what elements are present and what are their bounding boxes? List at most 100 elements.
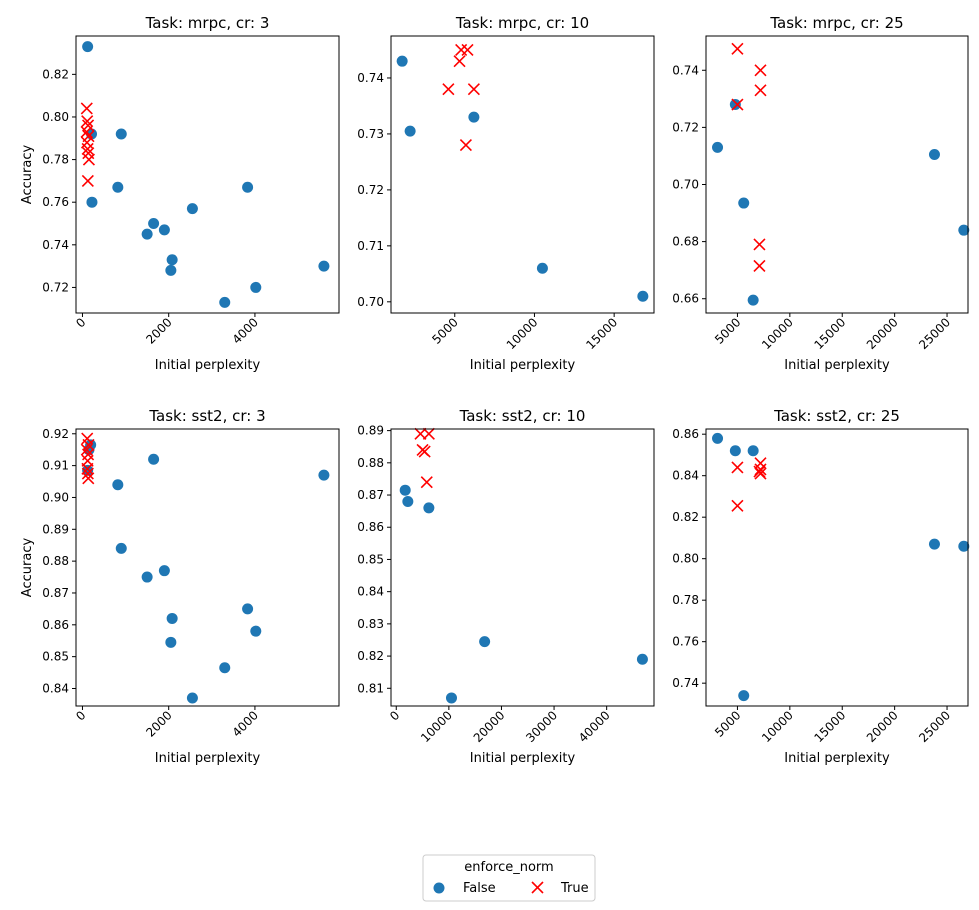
data-point-false	[445, 692, 457, 704]
x-tick-label: 15000	[811, 315, 848, 352]
data-point-false	[165, 264, 177, 276]
data-point-false	[115, 542, 127, 554]
data-point-true	[753, 259, 766, 272]
data-point-false	[148, 453, 160, 465]
subplot-title: Task: sst2, cr: 3	[148, 407, 265, 425]
x-tick-label: 5000	[429, 315, 460, 346]
y-tick-label: 0.86	[672, 427, 699, 441]
x-tick-label: 25000	[916, 315, 953, 352]
y-tick-label: 0.90	[42, 490, 69, 504]
data-point-false	[404, 125, 416, 137]
data-point-true	[754, 84, 767, 97]
y-tick-label: 0.74	[672, 63, 699, 77]
legend-title: enforce_norm	[464, 860, 553, 875]
data-point-false	[165, 636, 177, 648]
legend-true-label: True	[560, 881, 589, 896]
data-point-true	[82, 472, 95, 485]
y-tick-label: 0.91	[42, 459, 69, 473]
y-tick-label: 0.85	[42, 650, 69, 664]
legend-false-label: False	[463, 881, 496, 896]
subplot-5: Task: sst2, cr: 10 0.81 0.82 0.83 0.84 0.85 0.…	[357, 407, 655, 766]
data-point-false	[242, 603, 254, 615]
data-point-true	[453, 55, 466, 68]
y-tick-label: 0.76	[672, 635, 699, 649]
y-tick-label: 0.84	[42, 681, 69, 695]
data-point-false	[729, 445, 741, 457]
y-tick-label: 0.70	[672, 177, 699, 191]
x-tick-label: 0	[387, 708, 402, 723]
y-tick-label: 0.84	[672, 469, 699, 483]
y-tick-label: 0.88	[357, 456, 384, 470]
data-point-false	[148, 218, 160, 230]
x-tick-label: 30000	[523, 708, 560, 745]
data-point-false	[166, 612, 178, 624]
plot-frame	[75, 35, 340, 314]
subplot-title: Task: mrpc, cr: 25	[769, 14, 903, 32]
legend-false-marker	[433, 882, 445, 894]
x-tick-label: 25000	[916, 708, 953, 745]
y-tick-label: 0.92	[42, 427, 69, 441]
y-tick-label: 0.72	[357, 183, 384, 197]
data-point-false	[747, 445, 759, 457]
y-tick-label: 0.72	[42, 280, 69, 294]
y-tick-label: 0.84	[357, 585, 384, 599]
y-tick-label: 0.70	[357, 295, 384, 309]
data-point-true	[422, 427, 435, 440]
y-tick-label: 0.72	[672, 120, 699, 134]
y-tick-label: 0.78	[672, 593, 699, 607]
data-point-false	[958, 540, 970, 552]
x-axis-label: Initial perplexity	[470, 358, 576, 373]
y-tick-label: 0.82	[672, 510, 699, 524]
data-point-false	[536, 262, 548, 274]
data-point-false	[219, 296, 231, 308]
x-tick-label: 10000	[418, 708, 455, 745]
subplot-6: Task: sst2, cr: 25 0.74 0.76 0.78 0.80 0.82 0.…	[672, 407, 970, 766]
data-point-false	[166, 254, 178, 266]
y-tick-label: 0.82	[42, 67, 69, 81]
data-point-true	[418, 445, 431, 458]
x-axis-label: Initial perplexity	[470, 751, 576, 766]
data-point-false	[158, 224, 170, 236]
data-point-false	[396, 55, 408, 67]
data-point-false	[402, 495, 414, 507]
data-point-true	[80, 102, 93, 115]
legend-true-marker	[531, 881, 544, 894]
y-tick-label: 0.78	[42, 153, 69, 167]
y-tick-label: 0.87	[42, 586, 69, 600]
y-tick-label: 0.86	[357, 520, 384, 534]
data-point-false	[82, 41, 94, 53]
plot-frame	[390, 428, 655, 707]
x-tick-label: 20000	[864, 708, 901, 745]
y-tick-label: 0.80	[672, 552, 699, 566]
y-tick-label: 0.68	[672, 235, 699, 249]
x-axis-label: Initial perplexity	[784, 358, 890, 373]
data-point-true	[80, 443, 93, 456]
y-axis-label: Accuracy	[20, 538, 35, 598]
subplot-2: Task: mrpc, cr: 10 0.70 0.71 0.72 0.73 0.74 50…	[357, 14, 655, 373]
x-tick-label: 15000	[811, 708, 848, 745]
data-point-false	[399, 484, 411, 496]
data-point-false	[747, 294, 759, 306]
legend: enforce_norm False True	[422, 854, 596, 902]
plot-frame	[705, 35, 969, 314]
y-tick-label: 0.85	[357, 552, 384, 566]
y-tick-label: 0.76	[42, 195, 69, 209]
data-point-true	[731, 499, 744, 512]
y-tick-label: 0.87	[357, 488, 384, 502]
data-point-true	[81, 115, 94, 128]
data-point-true	[80, 125, 93, 138]
data-point-true	[731, 98, 744, 111]
data-point-false	[958, 224, 970, 236]
data-point-true	[442, 83, 455, 96]
y-tick-label: 0.89	[357, 424, 384, 438]
data-point-true	[459, 139, 472, 152]
data-point-false	[712, 141, 724, 153]
data-point-false	[738, 197, 750, 209]
data-point-true	[754, 467, 767, 480]
plot-frame	[75, 428, 340, 707]
x-tick-label: 10000	[759, 708, 796, 745]
y-tick-label: 0.81	[357, 681, 384, 695]
data-point-true	[81, 142, 94, 155]
data-point-false	[112, 181, 124, 193]
